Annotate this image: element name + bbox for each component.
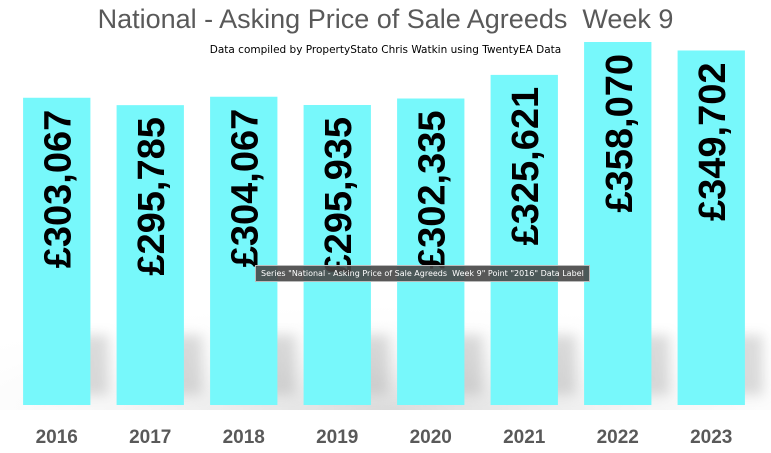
data-label-2020[interactable]: £302,335 — [412, 111, 454, 270]
bar-2017[interactable] — [116, 105, 184, 406]
data-label-2017[interactable]: £295,785 — [131, 117, 173, 276]
data-label-tooltip: Series "National - Asking Price of Sale … — [255, 265, 590, 282]
data-label-2023[interactable]: £349,702 — [692, 62, 734, 221]
chart-title: National - Asking Price of Sale Agreeds … — [97, 4, 674, 34]
bar-2023[interactable] — [677, 50, 745, 405]
bar-2019[interactable] — [303, 104, 371, 406]
x-tick-2022: 2022 — [597, 427, 639, 448]
data-label-2019[interactable]: £295,935 — [318, 117, 360, 275]
data-label-2022[interactable]: £358,070 — [599, 54, 641, 213]
bar-2018[interactable] — [210, 96, 278, 406]
x-tick-2019: 2019 — [316, 427, 358, 448]
x-tick-2020: 2020 — [410, 427, 452, 448]
data-label-2018[interactable]: £304,067 — [225, 109, 267, 268]
bar-2021[interactable] — [490, 74, 558, 406]
data-label-2016[interactable]: £303,067 — [38, 110, 80, 269]
x-tick-2016: 2016 — [36, 427, 78, 448]
bar-2020[interactable] — [397, 98, 465, 405]
x-tick-2018: 2018 — [223, 427, 265, 448]
x-tick-2023: 2023 — [690, 427, 732, 448]
bar-2022[interactable] — [584, 42, 652, 405]
x-tick-2017: 2017 — [129, 427, 171, 448]
x-tick-2021: 2021 — [503, 427, 546, 448]
data-label-2021[interactable]: £325,621 — [505, 87, 547, 246]
chart-subtitle: Data compiled by PropertyStato Chris Wat… — [209, 44, 562, 56]
bar-2016[interactable] — [23, 97, 91, 406]
